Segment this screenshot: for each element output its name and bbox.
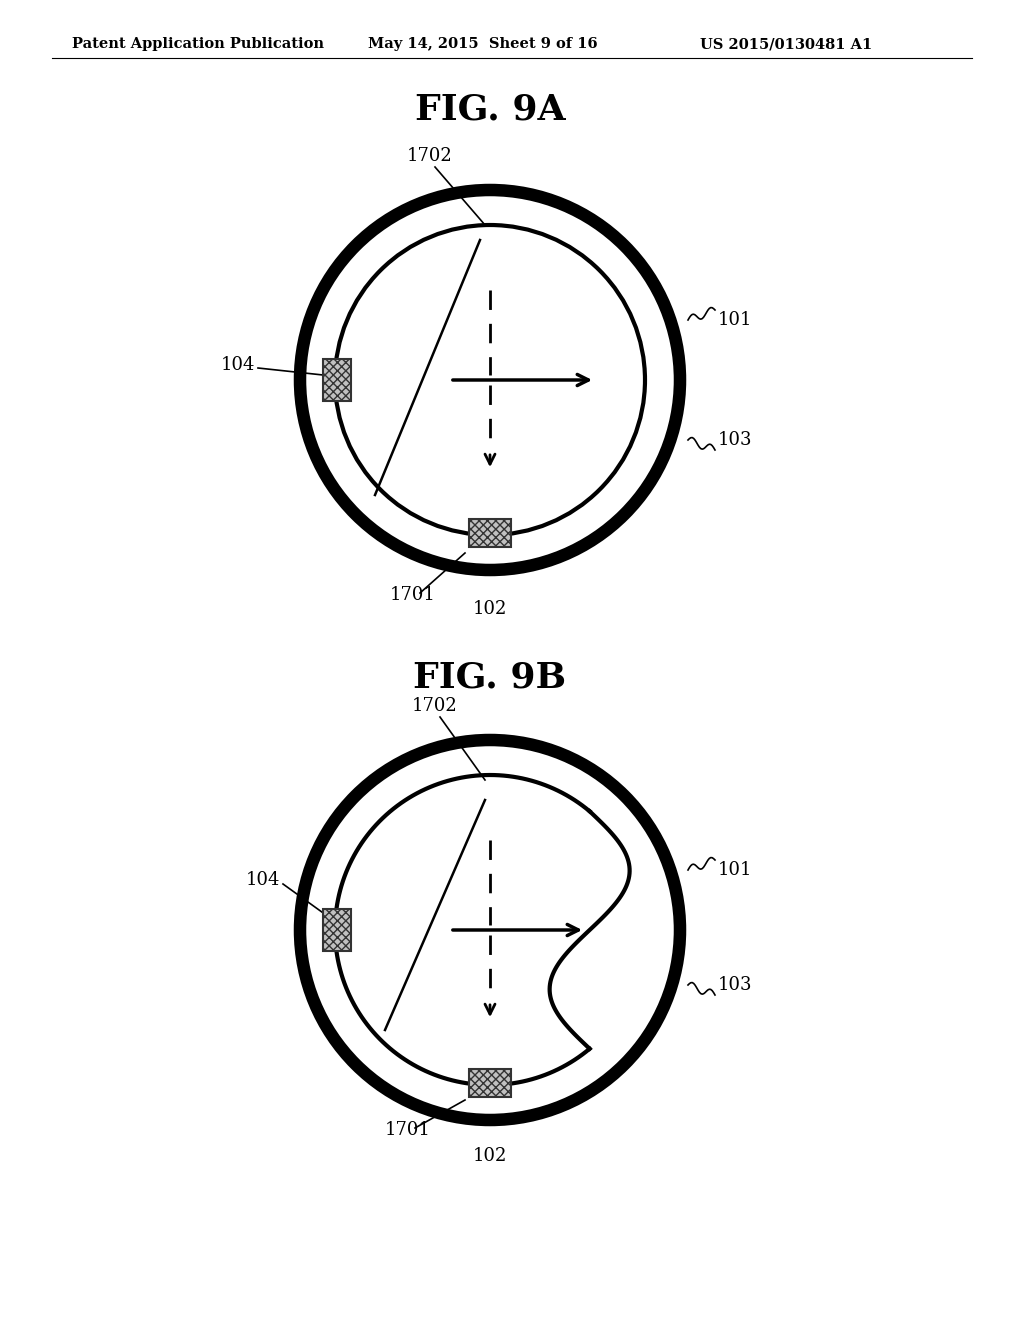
Text: FIG. 9B: FIG. 9B (414, 660, 566, 694)
Text: FIG. 9A: FIG. 9A (415, 92, 565, 125)
Text: 101: 101 (718, 861, 753, 879)
Text: 1702: 1702 (412, 697, 458, 715)
Text: May 14, 2015  Sheet 9 of 16: May 14, 2015 Sheet 9 of 16 (368, 37, 598, 51)
Text: 103: 103 (718, 432, 753, 449)
Text: 104: 104 (220, 356, 255, 374)
Circle shape (300, 190, 680, 570)
Text: 102: 102 (473, 1147, 507, 1166)
Text: 1701: 1701 (385, 1121, 431, 1139)
Text: 1701: 1701 (390, 586, 436, 605)
Text: 102: 102 (473, 601, 507, 618)
Text: US 2015/0130481 A1: US 2015/0130481 A1 (700, 37, 872, 51)
Text: 104: 104 (246, 871, 280, 888)
Text: Patent Application Publication: Patent Application Publication (72, 37, 324, 51)
Text: 103: 103 (718, 975, 753, 994)
Bar (323, 909, 351, 950)
Text: 101: 101 (718, 312, 753, 329)
Circle shape (300, 741, 680, 1119)
Circle shape (335, 224, 645, 535)
Text: 1702: 1702 (408, 147, 453, 165)
Bar (469, 519, 511, 546)
Bar (323, 359, 351, 401)
Bar (469, 1069, 511, 1097)
